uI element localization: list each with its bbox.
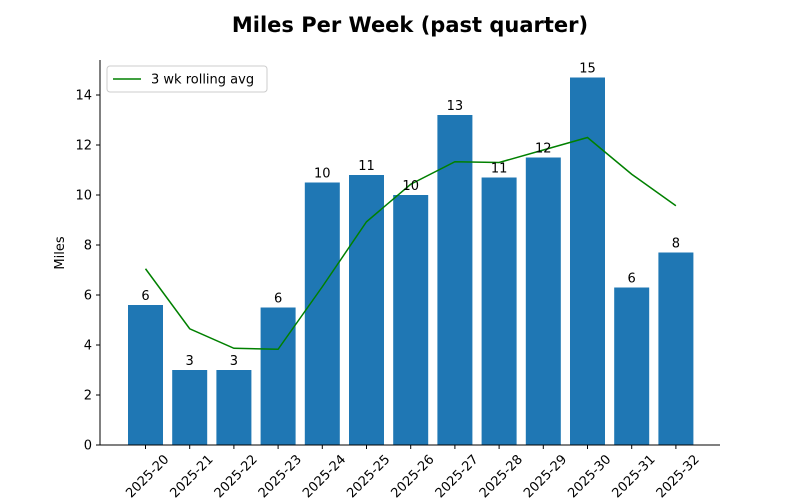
- y-tick-label-8: 8: [84, 239, 92, 254]
- x-tick-label-2025-29: 2025-29: [521, 452, 570, 500]
- bar-2025-31: [614, 287, 650, 445]
- x-tick-label-2025-27: 2025-27: [433, 452, 482, 500]
- data-label-2025-26: 10: [402, 179, 419, 194]
- y-tick-label-6: 6: [84, 289, 92, 304]
- data-label-2025-20: 6: [141, 289, 149, 304]
- x-tick-label-2025-26: 2025-26: [389, 452, 438, 500]
- line-layer: [144, 136, 677, 351]
- data-label-2025-31: 6: [628, 272, 636, 287]
- x-tick-label-2025-25: 2025-25: [344, 452, 393, 500]
- bar-2025-25: [349, 175, 384, 445]
- legend-box: [106, 65, 268, 93]
- bar-2025-23: [260, 307, 296, 445]
- x-tick-label-2025-24: 2025-24: [300, 452, 349, 500]
- data-label-2025-24: 10: [314, 167, 331, 182]
- bar-2025-32: [658, 252, 694, 445]
- bar-2025-27: [437, 115, 473, 445]
- y-axis-label: Miles: [53, 236, 68, 269]
- x-tick-label-2025-30: 2025-30: [565, 452, 614, 500]
- data-label-2025-29: 12: [535, 142, 552, 157]
- data-label-2025-21: 3: [186, 354, 194, 369]
- legend: 3 wk rolling avg: [106, 65, 268, 93]
- data-label-2025-28: 11: [491, 162, 508, 177]
- data-label-2025-32: 8: [672, 237, 680, 252]
- rolling-avg-line: [144, 136, 677, 351]
- chart-title: Miles Per Week (past quarter): [232, 13, 588, 37]
- bar-2025-20: [128, 305, 163, 445]
- x-tick-label-2025-32: 2025-32: [654, 452, 703, 500]
- x-tick-label-2025-31: 2025-31: [610, 452, 659, 500]
- bar-2025-30: [570, 77, 605, 445]
- y-tick-label-12: 12: [75, 139, 92, 154]
- bar-2025-22: [216, 370, 252, 445]
- data-label-2025-25: 11: [358, 159, 375, 174]
- y-tick-label-2: 2: [84, 389, 92, 404]
- x-tick-label-2025-28: 2025-28: [477, 452, 526, 500]
- bar-2025-28: [481, 177, 517, 445]
- bar-2025-21: [172, 370, 208, 445]
- bar-2025-24: [304, 182, 340, 445]
- bars-layer: [128, 77, 694, 445]
- bar-2025-29: [525, 157, 561, 445]
- y-tick-label-0: 0: [84, 439, 92, 454]
- y-tick-label-14: 14: [75, 89, 92, 104]
- data-label-2025-27: 13: [447, 99, 464, 114]
- data-label-2025-23: 6: [274, 292, 282, 307]
- data-labels-layer: 6 3 3 6 10 11 10 13 11 12 15 6 8: [141, 62, 680, 370]
- y-tick-label-4: 4: [84, 339, 92, 354]
- y-tick-label-10: 10: [75, 189, 92, 204]
- x-tick-label-2025-20: 2025-20: [123, 452, 172, 500]
- data-label-2025-22: 3: [230, 354, 238, 369]
- legend-entry-rolling-avg: 3 wk rolling avg: [151, 73, 254, 88]
- data-label-2025-30: 15: [579, 62, 596, 77]
- x-tick-label-2025-22: 2025-22: [212, 452, 261, 500]
- x-tick-label-2025-21: 2025-21: [168, 452, 217, 500]
- x-tick-label-2025-23: 2025-23: [256, 452, 305, 500]
- bar-2025-26: [393, 195, 429, 445]
